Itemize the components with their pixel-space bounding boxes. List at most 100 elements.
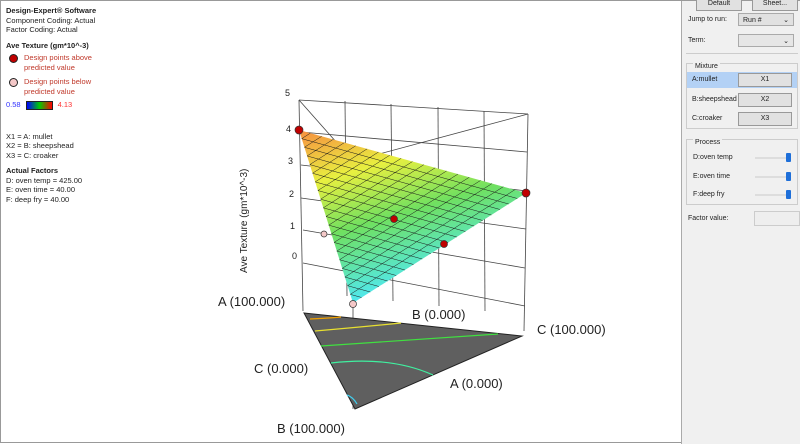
mesh-line [312,173,483,221]
slider-thumb[interactable] [786,172,791,181]
mesh-line [323,158,402,209]
term-label: Term: [688,37,706,44]
mesh-line [328,164,424,226]
factor-value-label: Factor value: [688,215,729,222]
mesh-line [306,139,334,157]
above-label-2: predicted value [24,62,75,72]
mesh-line [307,155,501,210]
mesh-line [344,276,380,287]
color-max: 4.13 [57,100,73,109]
jump-to-run-select[interactable]: Run # ⌄ [738,13,794,26]
b-high-label: B (100.000) [277,421,345,436]
mesh-line [325,216,440,249]
mesh-line [347,285,371,293]
above-label-1: Design points above [24,53,92,62]
x1-button[interactable]: X1 [738,73,792,87]
color-min: 0.58 [6,100,21,109]
jump-value: Run # [743,17,762,24]
mesh-line [312,145,356,174]
default-button[interactable]: Default [696,0,742,11]
x2-def: X2 = B: sheepshead [6,141,74,151]
mesh-line [333,170,447,243]
mesh-line [334,242,414,265]
3d-surface-plot[interactable]: 5 4 3 2 1 0 Ave Texture (gm*10^-3) A (10… [1,1,681,444]
process-group: Process D:oven temp E:oven time F:deep f… [686,139,798,205]
factor-d: D: oven temp = 425.00 [6,175,83,185]
z-tick-label: 3 [288,156,293,166]
z-axis: 5 4 3 2 1 0 Ave Texture (gm*10^-3) [239,88,297,273]
mixture-title: Mixture [693,63,720,70]
b-low-label: B (0.000) [412,307,465,322]
response-surface [299,130,526,303]
f-slider[interactable] [755,190,791,199]
mesh-line [323,207,449,243]
a-label: A:mullet [692,76,718,83]
legend: Design-Expert® Software Component Coding… [6,6,96,204]
x3-def: X3 = C: croaker [6,150,59,160]
mesh-line [336,250,405,271]
chevron-down-icon: ⌄ [783,17,789,24]
x3-button[interactable]: X3 [738,112,792,126]
mesh-line [317,190,466,232]
surface-mesh [301,132,518,298]
x1-def: X1 = A: mullet [6,131,53,141]
a-low-label: A (0.000) [450,376,503,391]
c-label: C:croaker [692,115,723,122]
mesh-line [328,224,431,254]
factor-value-input[interactable] [754,211,800,226]
mesh-line [331,233,423,260]
term-select[interactable]: ⌄ [738,34,794,47]
contours [309,316,499,405]
mesh-line [342,268,388,282]
factor-f: F: deep fry = 40.00 [6,194,70,204]
factor-e: E: oven time = 40.00 [6,185,76,195]
design-points [294,125,531,308]
a-high-label: A (100.000) [218,294,285,309]
d-slider[interactable] [755,153,791,162]
mixture-group: Mixture A:mullet X1 B:sheepshead X2 C:cr… [686,63,798,129]
mesh-line [344,183,493,278]
mesh-line [315,148,368,183]
above-point-icon [9,54,18,63]
slider-thumb[interactable] [786,153,791,162]
f-label: F:deep fry [693,191,725,198]
below-label-2: predicted value [24,86,75,96]
mesh-line [350,189,515,295]
e-slider[interactable] [755,172,791,181]
z-tick-label: 2 [289,189,294,199]
axis-labels: A (100.000) B (0.000) C (100.000) C (0.0… [218,294,606,436]
actual-factors-title: Actual Factors [6,166,59,176]
process-title: Process [693,139,723,146]
design-point-below [320,230,328,238]
z-axis-label: Ave Texture (gm*10^-3) [239,169,250,273]
e-label: E:oven time [693,173,730,180]
mesh-line [325,161,413,217]
mesh-line [301,132,311,139]
c-high-label: C (100.000) [537,322,606,337]
design-point-above [440,240,448,248]
sheet-button[interactable]: Sheet... [752,0,798,11]
b-label: B:sheepshead [692,96,737,103]
factor-coding: Factor Coding: Actual [6,25,78,34]
z-tick-label: 0 [292,251,297,261]
slider-thumb[interactable] [786,190,791,199]
below-point-icon [9,78,18,87]
color-scale-bar [25,100,53,110]
jump-label: Jump to run: [688,16,727,23]
component-coding: Component Coding: Actual [6,15,96,25]
x2-button[interactable]: X2 [738,93,792,107]
software-title: Design-Expert® Software [6,6,97,15]
response-title: Ave Texture (gm*10^-3) [6,40,89,50]
contour-base [303,312,524,410]
d-label: D:oven temp [693,154,733,161]
design-point-below [349,300,357,308]
below-label-1: Design points below [24,77,92,86]
mesh-line [350,294,362,298]
design-point-above [521,188,531,198]
right-panel: Default Sheet... Jump to run: Run # ⌄ Ter… [681,0,800,444]
design-point-above [294,125,304,135]
c-low-label: C (0.000) [254,361,308,376]
mesh-line [317,151,379,191]
mesh-line [309,142,345,165]
mesh-line [339,259,397,276]
